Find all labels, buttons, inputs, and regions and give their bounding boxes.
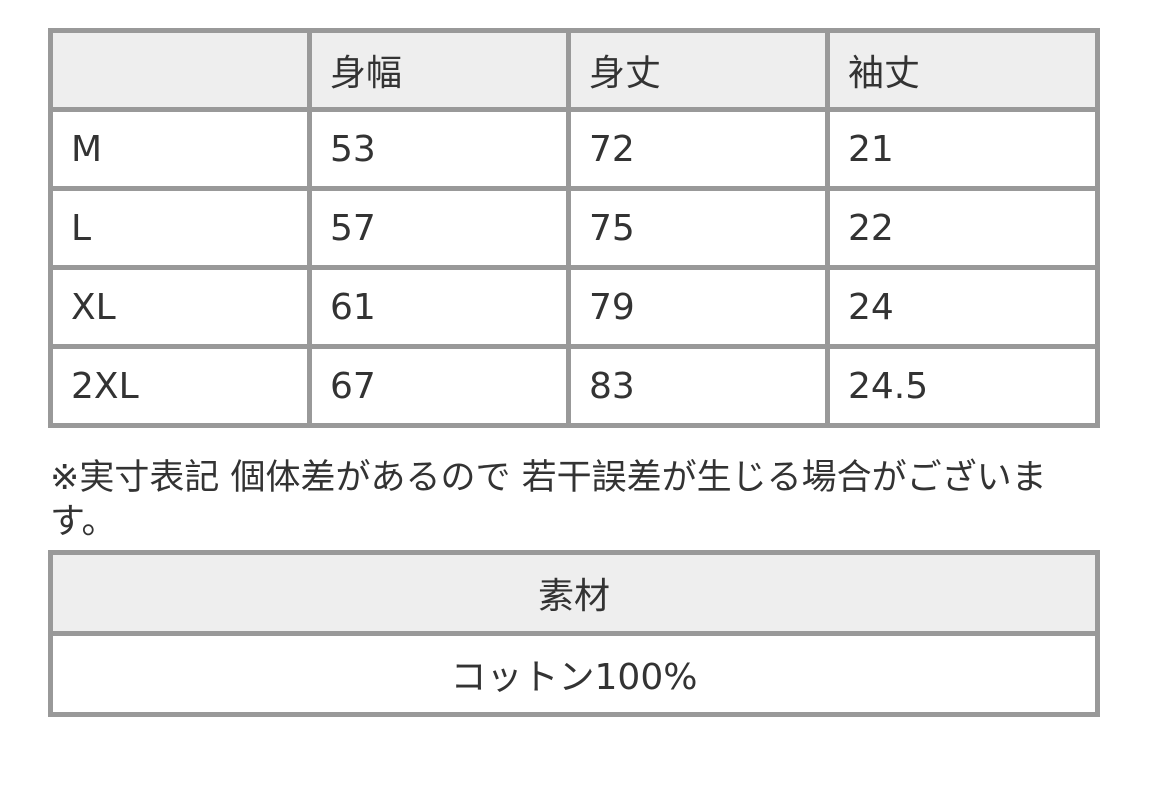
length-value: 83 xyxy=(566,344,830,428)
size-label: 2XL xyxy=(48,344,312,428)
material-header-row: 素材 xyxy=(48,550,1100,636)
size-label: L xyxy=(48,186,312,270)
table-row: 2XL 67 83 24.5 xyxy=(48,344,1100,428)
size-label: XL xyxy=(48,265,312,349)
sleeve-value: 24 xyxy=(825,265,1100,349)
material-table: 素材 コットン100% xyxy=(48,550,1100,717)
length-value: 75 xyxy=(566,186,830,270)
sleeve-value: 24.5 xyxy=(825,344,1100,428)
material-value: コットン100% xyxy=(48,631,1100,717)
length-value: 72 xyxy=(566,107,830,191)
table-row: L 57 75 22 xyxy=(48,186,1100,270)
material-header: 素材 xyxy=(48,550,1100,636)
width-value: 61 xyxy=(307,265,571,349)
sleeve-value: 22 xyxy=(825,186,1100,270)
size-label: M xyxy=(48,107,312,191)
header-cell-sleeve: 袖丈 xyxy=(825,28,1100,112)
width-value: 67 xyxy=(307,344,571,428)
table-row: M 53 72 21 xyxy=(48,107,1100,191)
width-value: 57 xyxy=(307,186,571,270)
size-table: 身幅 身丈 袖丈 M 53 72 21 L 57 75 22 XL 61 79 … xyxy=(48,28,1100,428)
header-cell-empty xyxy=(48,28,312,112)
size-table-header-row: 身幅 身丈 袖丈 xyxy=(48,28,1100,112)
material-value-row: コットン100% xyxy=(48,631,1100,717)
length-value: 79 xyxy=(566,265,830,349)
table-row: XL 61 79 24 xyxy=(48,265,1100,349)
header-cell-length: 身丈 xyxy=(566,28,830,112)
sleeve-value: 21 xyxy=(825,107,1100,191)
measurement-note: ※実寸表記 個体差があるので 若干誤差が生じる場合がございます。 xyxy=(50,458,1047,542)
header-cell-width: 身幅 xyxy=(307,28,571,112)
width-value: 53 xyxy=(307,107,571,191)
